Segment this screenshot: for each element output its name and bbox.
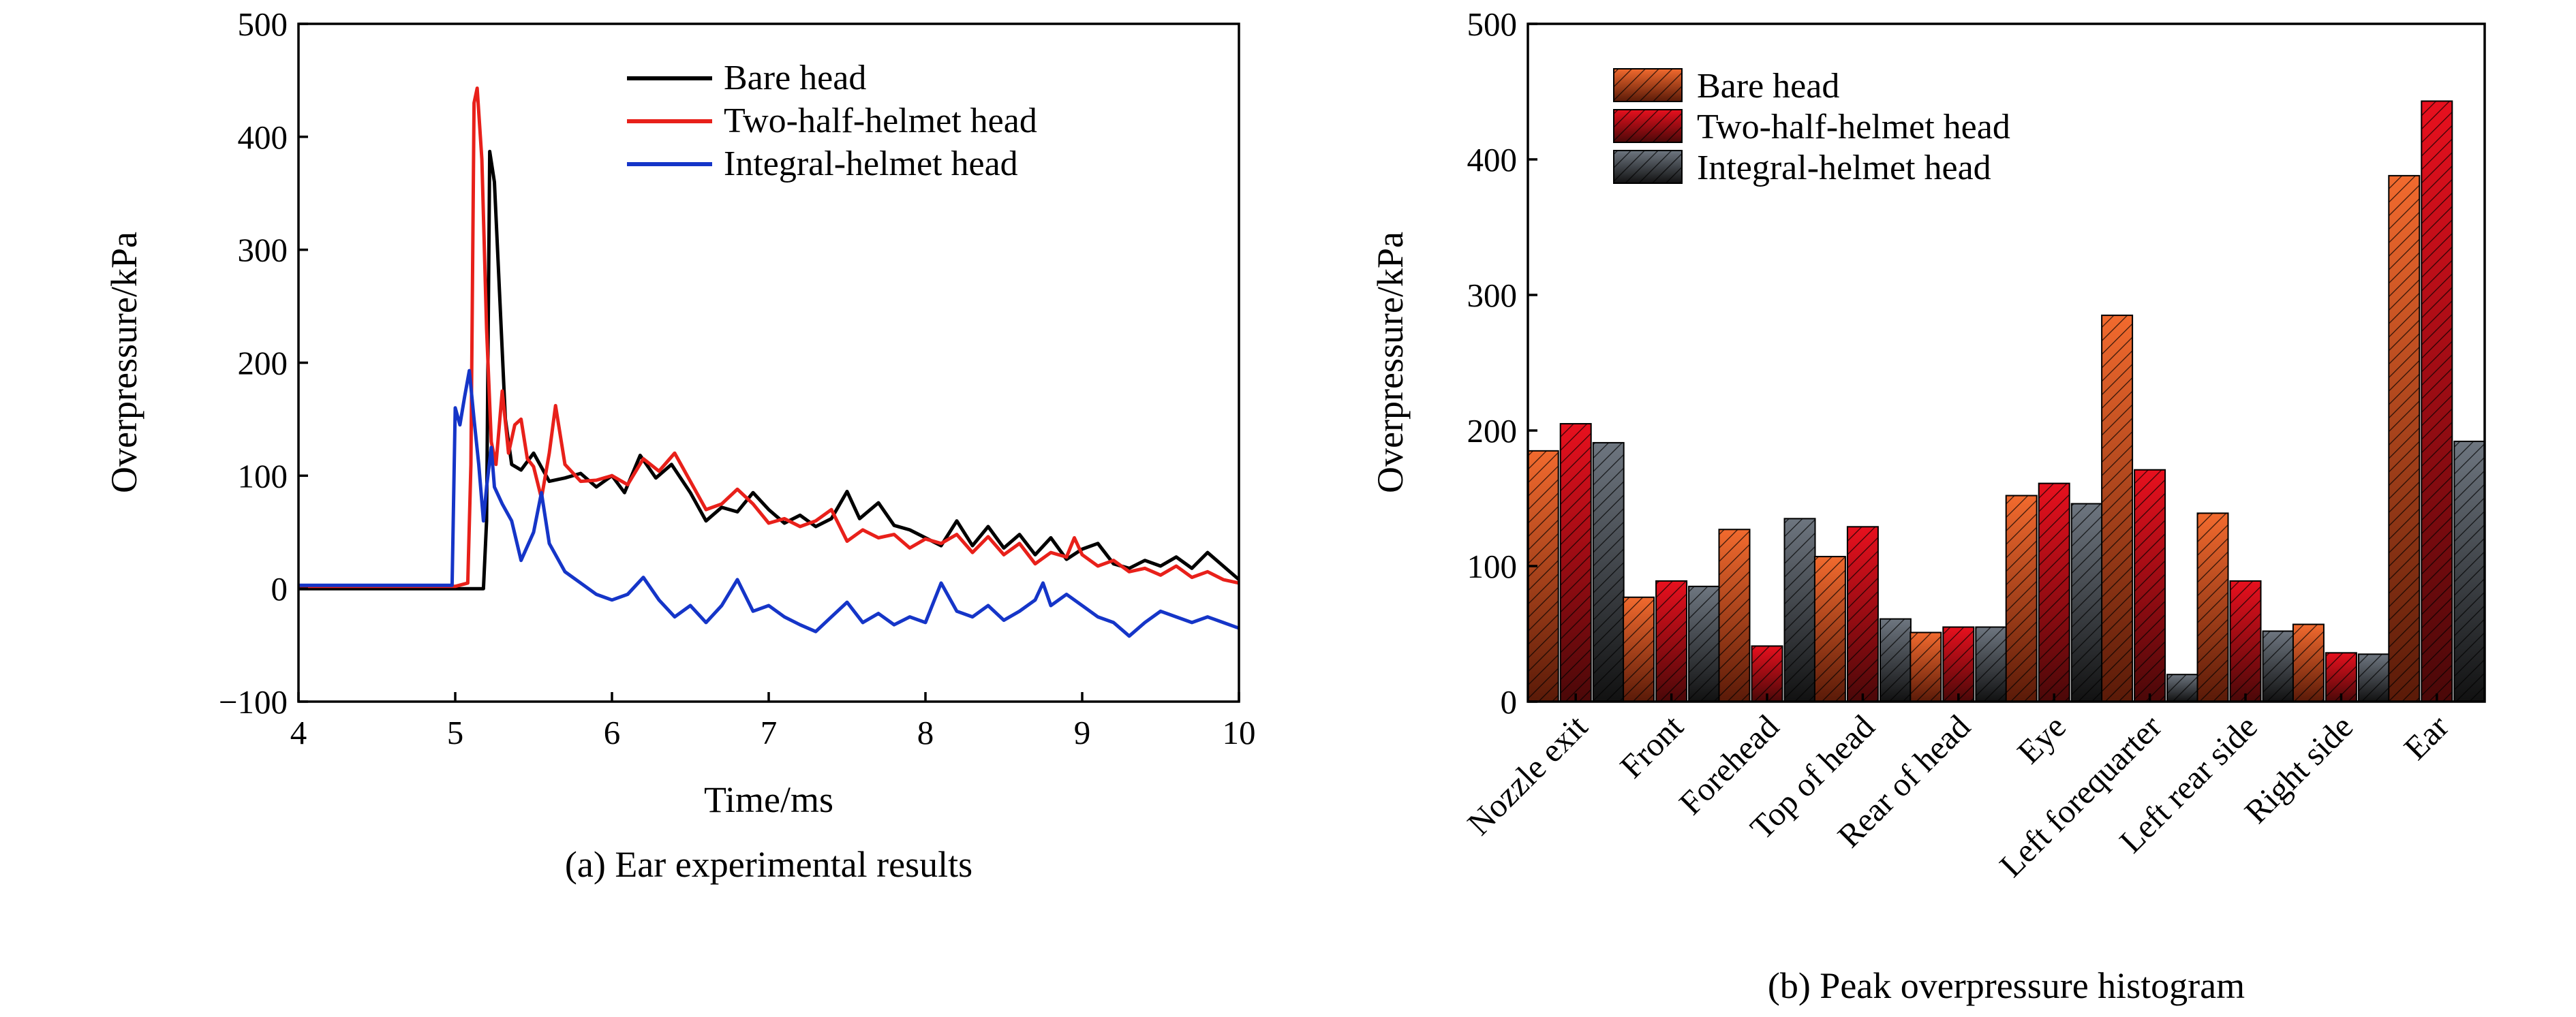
line-series-group bbox=[298, 87, 1240, 638]
bar-hatch bbox=[2454, 441, 2485, 702]
bar-hatch bbox=[2038, 483, 2070, 702]
y-tick-label: 500 bbox=[238, 5, 288, 43]
y-tick-label: 400 bbox=[1467, 141, 1518, 178]
category-label: Nozzle exit bbox=[1460, 708, 1595, 843]
legend: Bare head Two-half-helmet head Integral-… bbox=[627, 59, 1037, 183]
category-label: Front bbox=[1612, 708, 1690, 785]
bar-hatch bbox=[1784, 518, 1815, 702]
x-tick-label: 10 bbox=[1223, 714, 1256, 751]
bar-hatch bbox=[2421, 101, 2453, 702]
bar-hatch bbox=[1814, 557, 1845, 702]
y-tick-label: 0 bbox=[271, 570, 288, 608]
y-tick-label: 100 bbox=[1467, 548, 1518, 585]
y-tick-label: 100 bbox=[238, 457, 288, 495]
series-line-2 bbox=[298, 369, 1240, 638]
figure-caption: (a) Ear experimental results bbox=[565, 844, 972, 885]
bar-hatch bbox=[2167, 674, 2198, 702]
y-axis-label: Overpressure/kPa bbox=[104, 232, 144, 493]
x-tick-label: 9 bbox=[1074, 714, 1091, 751]
bar-hatch bbox=[1976, 627, 2007, 702]
bar-hatch bbox=[2389, 175, 2420, 702]
legend-swatch-hatch bbox=[1614, 151, 1682, 183]
x-tick-label: 4 bbox=[290, 714, 307, 751]
y-tick-label: 300 bbox=[1467, 277, 1518, 314]
bar-hatch bbox=[1880, 619, 1911, 702]
bar-hatch bbox=[1847, 527, 1878, 702]
legend-label: Two-half-helmet head bbox=[1697, 108, 2010, 146]
bar-hatch bbox=[1623, 597, 1655, 702]
legend: Bare head Two-half-helmet head Integral-… bbox=[1613, 67, 2010, 187]
y-axis-label: Overpressure/kPa bbox=[1370, 232, 1411, 493]
bar-hatch bbox=[2071, 503, 2102, 702]
x-axis-label: Time/ms bbox=[704, 779, 833, 820]
figure-caption: (b) Peak overpressure histogram bbox=[1768, 965, 2245, 1006]
bar-hatch bbox=[2263, 631, 2294, 702]
line-chart-ear-results: 4 5 6 7 8 9 10 −100 0 100 200 300 400 500 Overpressur… bbox=[104, 5, 1256, 885]
bar-hatch bbox=[2358, 654, 2389, 702]
bar-hatch bbox=[2006, 495, 2037, 702]
bar-hatch bbox=[1910, 632, 1942, 702]
x-tick-label: 5 bbox=[447, 714, 464, 751]
category-label: Ear bbox=[2397, 708, 2456, 767]
bar-hatch bbox=[1943, 627, 1974, 702]
series-line-1 bbox=[298, 87, 1240, 589]
bar-hatch bbox=[2230, 580, 2261, 702]
legend-label: Two-half-helmet head bbox=[724, 101, 1037, 140]
legend-label: Bare head bbox=[1697, 67, 1839, 106]
bar-hatch bbox=[1689, 586, 1720, 702]
y-tick-label: 500 bbox=[1467, 5, 1518, 43]
bar-group bbox=[1527, 100, 2486, 703]
bar-hatch bbox=[2102, 315, 2133, 702]
series-line-0 bbox=[298, 149, 1240, 591]
bar-hatch bbox=[1527, 450, 1559, 702]
bar-hatch bbox=[2293, 624, 2324, 702]
y-tick-label: 0 bbox=[1501, 683, 1518, 721]
y-tick-label: 200 bbox=[1467, 412, 1518, 450]
legend-label: Integral-helmet head bbox=[1697, 148, 1991, 187]
bar-hatch bbox=[1719, 529, 1750, 702]
plot-frame bbox=[1527, 22, 2486, 703]
y-tick-label: 400 bbox=[238, 119, 288, 156]
x-tick-label: 8 bbox=[917, 714, 934, 751]
legend-swatch-hatch bbox=[1614, 69, 1682, 101]
y-tick-label: 200 bbox=[238, 345, 288, 382]
legend-label: Bare head bbox=[724, 59, 866, 97]
category-label: Left forequarter bbox=[1992, 708, 2168, 884]
x-tick-label: 6 bbox=[604, 714, 621, 751]
bar-hatch bbox=[2134, 469, 2166, 702]
y-tick-label: −100 bbox=[219, 683, 288, 721]
x-tick-label: 7 bbox=[761, 714, 778, 751]
legend-swatch-hatch bbox=[1614, 110, 1682, 142]
bar-hatch bbox=[1593, 442, 1624, 702]
legend-label: Integral-helmet head bbox=[724, 144, 1018, 183]
y-tick-label: 300 bbox=[238, 232, 288, 269]
tick-group: 4 5 6 7 8 9 10 −100 0 100 200 300 400 500 bbox=[219, 5, 1256, 751]
bar-hatch bbox=[1560, 424, 1591, 702]
bar-hatch bbox=[1751, 646, 1783, 702]
bar-hatch bbox=[2197, 513, 2228, 702]
category-label: Eye bbox=[2010, 708, 2073, 771]
bar-hatch bbox=[1656, 580, 1687, 702]
